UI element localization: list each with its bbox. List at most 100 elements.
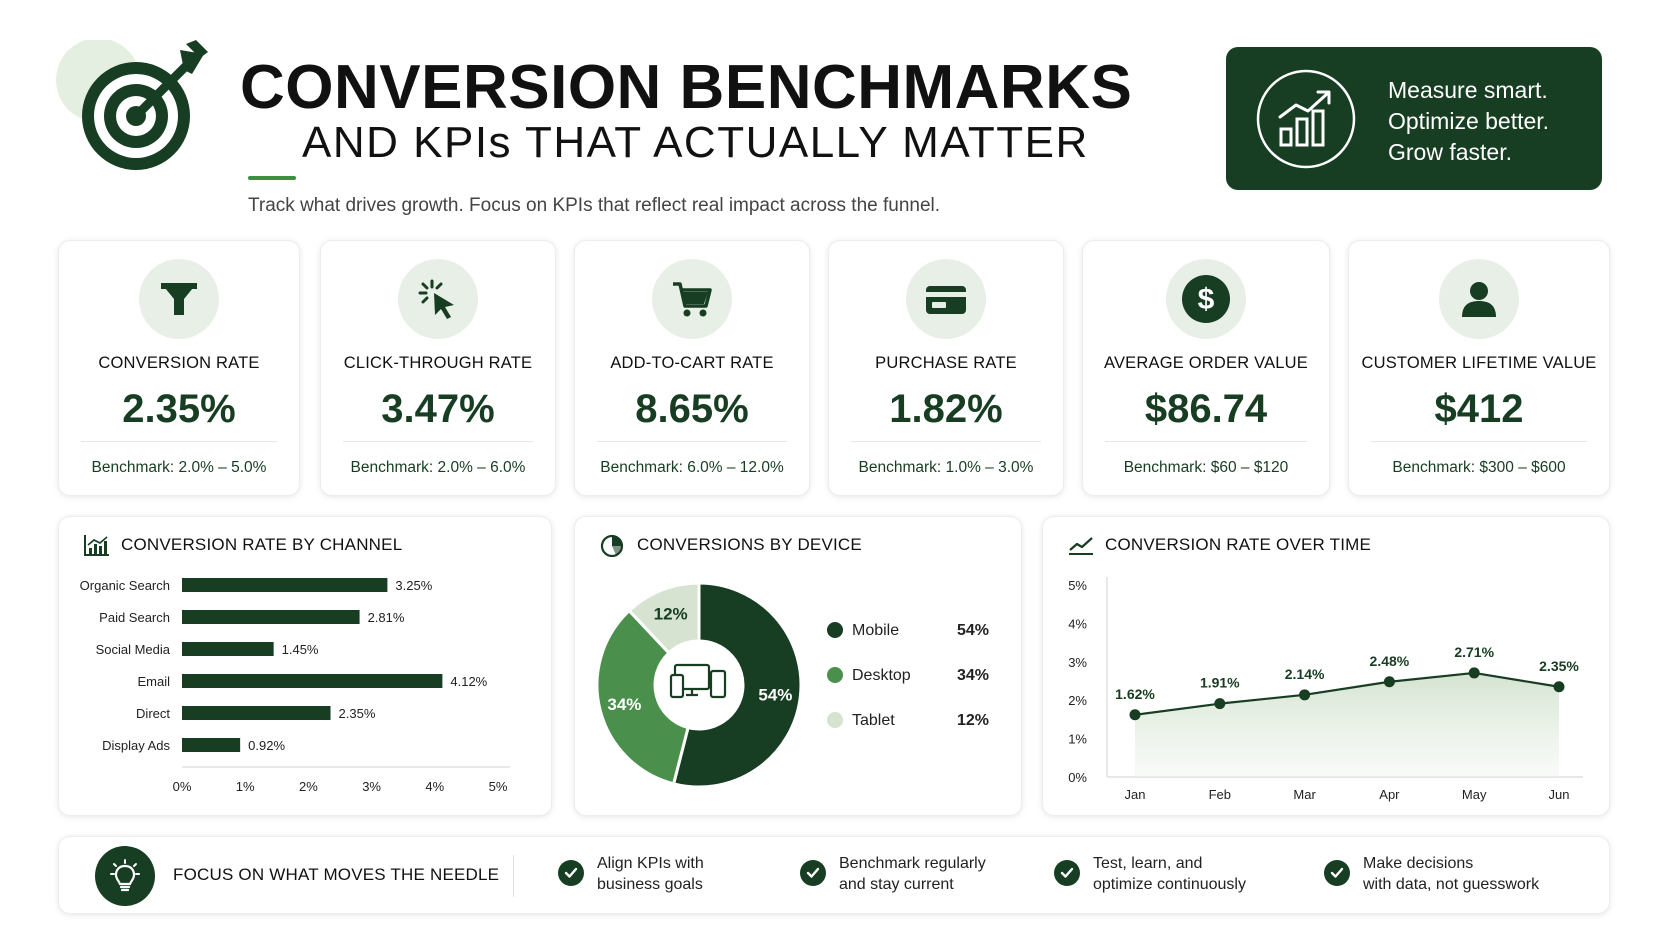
page-title: CONVERSION BENCHMARKS	[240, 53, 1133, 122]
kpi-label: CONVERSION RATE	[98, 354, 260, 372]
line-point	[1299, 689, 1311, 701]
kpi-card-purchase-rate: PURCHASE RATE 1.82% Benchmark: 1.0% – 3.…	[828, 240, 1064, 496]
kpi-card-average-order-value: $ AVERAGE ORDER VALUE $86.74 Benchmark: …	[1082, 240, 1330, 496]
bar	[182, 578, 388, 592]
check-icon	[558, 860, 584, 886]
devices-icon	[669, 663, 727, 699]
kpi-card-add-to-cart-rate: ADD-TO-CART RATE 8.65% Benchmark: 6.0% –…	[574, 240, 810, 496]
kpi-bench-label: Benchmark:	[858, 459, 942, 476]
bar	[182, 642, 274, 656]
kpi-card-customer-lifetime-value: CUSTOMER LIFETIME VALUE $412 Benchmark: …	[1348, 240, 1610, 496]
promo-line-3: Grow faster.	[1388, 139, 1512, 165]
kpi-bench-label: Benchmark:	[1123, 459, 1207, 476]
line-point	[1553, 681, 1565, 693]
bar-value-label: 2.35%	[339, 706, 376, 721]
cart-icon	[652, 259, 732, 339]
lightbulb-icon	[95, 846, 155, 906]
y-tick-label: 5%	[1068, 578, 1087, 593]
x-tick-label: 4%	[425, 779, 444, 794]
x-tick-label: 5%	[489, 779, 508, 794]
credit-card-icon	[906, 259, 986, 339]
kpi-bench-range: 2.0% – 5.0%	[178, 459, 267, 476]
x-tick-label: 3%	[362, 779, 381, 794]
kpi-label: AVERAGE ORDER VALUE	[1104, 354, 1308, 372]
kpi-label: ADD-TO-CART RATE	[610, 354, 774, 372]
channel-chart-panel: CONVERSION RATE BY CHANNEL Organic Searc…	[58, 516, 552, 816]
x-tick-label: Apr	[1379, 787, 1400, 802]
kpi-bench-label: Benchmark:	[1392, 459, 1476, 476]
donut-slice-label: 12%	[654, 604, 688, 623]
funnel-icon	[139, 259, 219, 339]
bar-value-label: 0.92%	[248, 738, 285, 753]
line-value-label: 2.48%	[1370, 653, 1410, 669]
check-icon	[1324, 860, 1350, 886]
chart-title: CONVERSION RATE BY CHANNEL	[121, 535, 403, 554]
y-tick-label: 2%	[1068, 693, 1087, 708]
legend-swatch	[827, 667, 843, 683]
page-subtitle-title: AND KPIs THAT ACTUALLY MATTER	[302, 118, 1089, 167]
y-tick-label: 1%	[1068, 732, 1087, 747]
bar-value-label: 2.81%	[368, 610, 405, 625]
bar-chart-icon	[84, 535, 109, 556]
kpi-bench-range: $60 – $120	[1210, 459, 1289, 476]
device-donut-chart: 54% 34% 12% Mobile 54% Desktop 34% Tablet 12%	[595, 581, 989, 789]
donut-slice-desktop	[595, 608, 690, 786]
x-tick-label: Mar	[1293, 787, 1316, 802]
check-icon	[1054, 860, 1080, 886]
bar-category-label: Social Media	[96, 642, 171, 657]
pie-chart-icon	[600, 534, 624, 557]
time-chart-panel: CONVERSION RATE OVER TIME 0% 1% 2% 3% 4% 5% 1.…	[1042, 516, 1610, 816]
kpi-value: $86.74	[1144, 387, 1268, 431]
footer-heading: FOCUS ON WHAT MOVES THE NEEDLE	[173, 865, 500, 884]
line-value-label: 2.14%	[1285, 666, 1325, 682]
bar-category-label: Email	[137, 674, 170, 689]
svg-text:$: $	[1198, 283, 1215, 316]
kpi-card-click-through-rate: CLICK-THROUGH RATE 3.47% Benchmark: 2.0%…	[320, 240, 556, 496]
kpi-bench-range: 6.0% – 12.0%	[687, 459, 784, 476]
bar	[182, 610, 360, 624]
y-tick-label: 4%	[1068, 616, 1087, 631]
kpi-bench-range: $300 – $600	[1479, 459, 1566, 476]
legend-name: Desktop	[852, 667, 911, 684]
legend-swatch	[827, 622, 843, 638]
line-point	[1214, 698, 1226, 710]
bar-category-label: Organic Search	[80, 578, 170, 593]
cursor-click-icon	[398, 259, 478, 339]
kpi-bench-label: Benchmark:	[600, 459, 683, 476]
dollar-icon: $	[1166, 259, 1246, 339]
line-value-label: 2.35%	[1539, 658, 1579, 674]
line-chart-icon	[1069, 537, 1093, 555]
line-value-label: 1.91%	[1200, 675, 1240, 691]
x-tick-label: Jun	[1549, 787, 1570, 802]
line-value-label: 2.71%	[1454, 644, 1494, 660]
user-icon	[1439, 259, 1519, 339]
kpi-bench-range: 2.0% – 6.0%	[437, 459, 526, 476]
line-point	[1468, 667, 1480, 679]
bar-category-label: Direct	[136, 706, 170, 721]
donut-slice-tablet	[627, 581, 701, 656]
footer-tip-line: business goals	[597, 876, 703, 893]
line-point	[1129, 709, 1141, 721]
donut-slice-mobile	[671, 581, 803, 789]
conversion-line-chart: 0% 1% 2% 3% 4% 5% 1.62% Jan 1.91% Feb 2.14% Mar 2.48…	[1068, 577, 1583, 802]
line-area-fill	[1135, 672, 1559, 777]
promo-banner: Measure smart. Optimize better. Grow fas…	[1226, 47, 1602, 190]
kpi-bench-label: Benchmark:	[91, 459, 175, 476]
kpi-value: $412	[1434, 387, 1524, 431]
target-logo-icon	[56, 38, 216, 170]
title-accent-rule	[248, 176, 296, 180]
legend-name: Mobile	[852, 622, 899, 639]
kpi-label: CUSTOMER LIFETIME VALUE	[1361, 354, 1597, 372]
kpi-bench-range: 1.0% – 3.0%	[945, 459, 1034, 476]
x-tick-label: 1%	[236, 779, 255, 794]
footer-tip-line: with data, not guesswork	[1363, 876, 1540, 893]
bar	[182, 706, 331, 720]
bar-value-label: 3.25%	[395, 578, 432, 593]
kpi-card-conversion-rate: CONVERSION RATE 2.35% Benchmark: 2.0% – …	[58, 240, 300, 496]
legend-value: 54%	[957, 622, 989, 639]
bar	[182, 738, 241, 752]
donut-slice-label: 34%	[607, 695, 641, 714]
bar	[182, 674, 443, 688]
device-chart-panel: CONVERSIONS BY DEVICE 54% 34% 12% Mobile 54%…	[574, 516, 1022, 816]
line-point	[1383, 676, 1395, 688]
